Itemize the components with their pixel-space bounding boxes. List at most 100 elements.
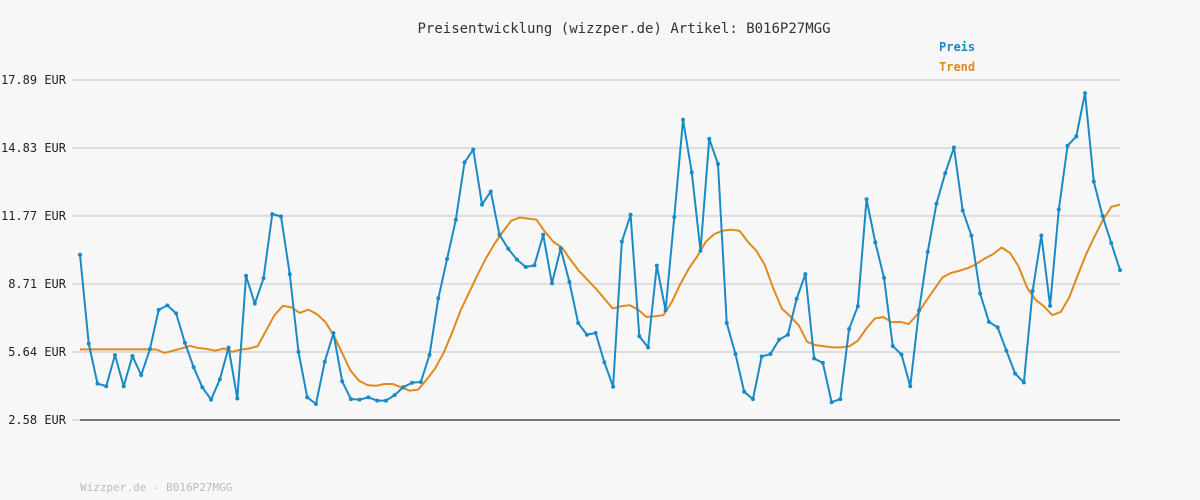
preis-point (383, 398, 388, 403)
preis-point (558, 246, 563, 251)
legend-preis: Preis (939, 40, 975, 54)
preis-point (908, 384, 913, 389)
preis-point (252, 301, 257, 306)
preis-point (340, 379, 345, 384)
preis-point (1004, 348, 1009, 353)
y-tick-label: 14.83 EUR (1, 141, 67, 155)
preis-point (960, 208, 965, 213)
preis-point (1039, 233, 1044, 238)
preis-point (785, 332, 790, 337)
preis-series-line (79, 92, 1121, 406)
preis-point (890, 344, 895, 349)
preis-point (593, 330, 598, 335)
preis-point (497, 232, 502, 237)
preis-point (331, 331, 336, 336)
preis-point (445, 256, 450, 261)
preis-point (759, 354, 764, 359)
preis-point (576, 320, 581, 325)
preis-point (978, 291, 983, 296)
preis-point (1109, 241, 1114, 245)
preis-point (104, 384, 109, 389)
preis-point (1083, 91, 1088, 96)
y-axis-ticks: 17.89 EUR 14.83 EUR 11.77 EUR 8.71 EUR 5.64 … (1, 73, 67, 427)
preis-point (663, 308, 668, 313)
preis-point (226, 345, 231, 350)
preis-point (646, 345, 651, 350)
preis-point (855, 304, 860, 309)
preis-point (427, 352, 432, 357)
preis-point (567, 279, 572, 284)
y-tick-label: 5.64 EUR (8, 345, 67, 359)
preis-point (637, 334, 642, 339)
preis-point (1118, 268, 1122, 273)
preis-point (95, 381, 100, 386)
preis-point (112, 353, 117, 358)
preis-point (261, 276, 266, 281)
preis-point (147, 347, 152, 352)
preis-point (130, 354, 135, 359)
preis-point (619, 239, 624, 244)
preis-point (794, 296, 799, 301)
preis-point (602, 360, 607, 365)
preis-point (768, 352, 773, 357)
preis-point (1048, 303, 1053, 308)
preis-point (899, 352, 904, 357)
preis-point (488, 189, 493, 194)
preis-point (436, 296, 441, 301)
preis-point (418, 380, 423, 385)
preis-point (305, 395, 310, 400)
preis-point (1100, 213, 1105, 218)
preis-point (777, 337, 782, 342)
preis-point (986, 319, 991, 324)
preis-point (1065, 143, 1070, 148)
preis-point (584, 332, 589, 337)
y-tick-label: 8.71 EUR (8, 277, 67, 291)
preis-point (733, 352, 738, 357)
preis-point (244, 273, 249, 278)
preis-point (392, 393, 397, 398)
preis-point (322, 359, 327, 364)
trend-series-line (80, 203, 1121, 392)
series-layer (78, 91, 1122, 407)
preis-point (549, 281, 554, 286)
preis-point (375, 398, 380, 403)
preis-point (541, 232, 546, 237)
preis-point (410, 380, 415, 385)
chart-title: Preisentwicklung (wizzper.de) Artikel: B… (417, 21, 830, 37)
preis-point (925, 249, 930, 254)
preis-point (934, 201, 939, 206)
preis-point (742, 389, 747, 394)
preis-point (235, 396, 240, 401)
preis-point (523, 264, 528, 269)
preis-point (724, 320, 729, 325)
preis-point (672, 215, 677, 220)
preis-point (313, 402, 318, 407)
preis-point (864, 197, 869, 202)
preis-point (1091, 179, 1096, 184)
preis-point (750, 397, 755, 402)
preis-point (78, 252, 82, 257)
preis-point (514, 257, 519, 262)
preis-point (471, 147, 476, 152)
preis-point (820, 360, 825, 365)
preis-point (715, 161, 720, 166)
preis-point (803, 272, 808, 277)
preis-point (838, 397, 843, 402)
preis-point (1021, 380, 1026, 385)
preis-point (200, 385, 205, 390)
preis-point (279, 214, 284, 219)
preis-point (453, 217, 458, 222)
y-tick-label: 11.77 EUR (1, 209, 67, 223)
preis-point (532, 263, 537, 268)
preis-point (191, 365, 196, 370)
preis-point (995, 325, 1000, 330)
preis-point (1013, 371, 1018, 376)
preis-point (628, 212, 633, 217)
preis-point (156, 307, 161, 312)
preis-point (812, 356, 817, 361)
preis-point (951, 145, 956, 150)
legend-trend: Trend (939, 60, 975, 74)
preis-point (611, 384, 616, 389)
grid-lines (72, 79, 1120, 421)
